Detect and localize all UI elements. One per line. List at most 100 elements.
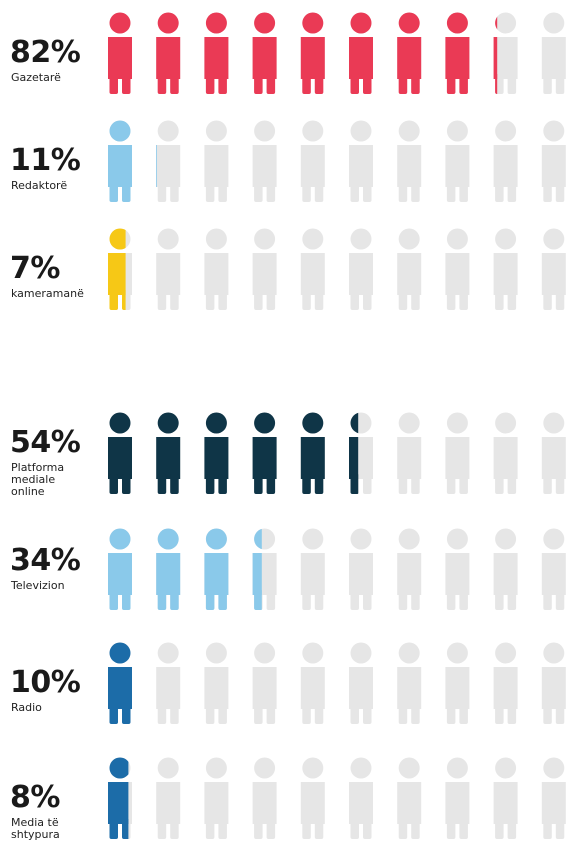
pictogram-icons: [108, 757, 566, 839]
value-label: 34%: [10, 543, 81, 578]
category-label: kameramanë: [11, 287, 84, 300]
person-icon: [300, 120, 325, 202]
person-icon: [493, 757, 518, 839]
person-icon: [300, 757, 325, 839]
person-icon: [445, 228, 470, 310]
person-icon: [541, 228, 566, 310]
person-icon: [349, 757, 373, 839]
person-icon: [108, 412, 132, 494]
pictogram-row: 82% Gazetarë: [0, 10, 568, 100]
person-icon-fill: [156, 12, 181, 94]
person-icon: [300, 12, 325, 94]
person-icon-fill: [108, 412, 132, 494]
person-icon: [108, 642, 132, 724]
pictogram-icons: [108, 528, 566, 610]
person-icon: [204, 412, 229, 494]
person-icon: [397, 642, 422, 724]
person-icon: [349, 120, 373, 202]
person-icon: [252, 120, 277, 202]
person-icon: [493, 12, 518, 94]
person-icon: [397, 528, 422, 610]
person-icon: [204, 757, 229, 839]
pictogram-icons: [108, 120, 566, 202]
person-icon: [252, 228, 277, 310]
person-icon: [541, 528, 566, 610]
value-label: 8%: [10, 780, 60, 815]
person-icon: [541, 12, 566, 94]
person-icon: [541, 120, 566, 202]
person-icon: [541, 412, 566, 494]
person-icon: [445, 12, 470, 94]
pictogram-icons: [108, 642, 566, 724]
person-icon: [108, 228, 132, 310]
person-icon: [300, 228, 325, 310]
person-icon-fill: [108, 757, 129, 839]
person-icon: [156, 120, 181, 202]
pictogram-row: 34% Televizion: [0, 526, 568, 616]
category-label: Radio: [11, 701, 42, 714]
person-icon: [493, 412, 518, 494]
person-icon: [541, 757, 566, 839]
value-label: 7%: [10, 251, 60, 286]
value-label: 82%: [10, 35, 81, 70]
category-label: Redaktorë: [11, 179, 68, 192]
person-icon-fill: [252, 412, 277, 494]
person-icon: [204, 12, 229, 94]
person-icon: [349, 412, 373, 494]
person-icon-fill: [108, 642, 132, 724]
pictogram-icons: [108, 412, 566, 494]
person-icon: [300, 528, 325, 610]
person-icon: [445, 120, 470, 202]
person-icon-fill: [156, 528, 181, 610]
category-label: Gazetarë: [11, 71, 61, 84]
person-icon: [108, 528, 132, 610]
person-icon-fill: [397, 12, 422, 94]
person-icon: [252, 528, 277, 610]
person-icon-fill: [252, 12, 277, 94]
person-icon-fill: [108, 120, 132, 202]
pictogram-row: 54% Platforma mediale online: [0, 410, 568, 500]
pictogram-row: 11% Redaktorë: [0, 118, 568, 208]
person-icon-fill: [300, 412, 325, 494]
value-label: 54%: [10, 425, 81, 460]
person-icon-fill: [349, 12, 373, 94]
person-icon: [445, 412, 470, 494]
person-icon: [349, 528, 373, 610]
person-icon-fill: [493, 16, 498, 94]
person-icon: [493, 120, 518, 202]
person-icon-fill: [156, 412, 181, 494]
value-label: 10%: [10, 665, 81, 700]
person-icon-fill: [204, 12, 229, 94]
person-icon-fill: [108, 12, 132, 94]
person-icon: [349, 642, 373, 724]
pictogram-row: 10% Radio: [0, 640, 568, 730]
person-icon: [204, 528, 229, 610]
person-icon: [349, 12, 373, 94]
person-icon-fill: [445, 12, 470, 94]
person-icon: [445, 642, 470, 724]
person-icon: [300, 412, 325, 494]
person-icon: [397, 228, 422, 310]
person-icon-fill: [204, 528, 229, 610]
person-icon: [493, 642, 518, 724]
person-icon: [397, 12, 422, 94]
category-label: Televizion: [11, 579, 65, 592]
person-icon: [204, 228, 229, 310]
person-icon: [493, 528, 518, 610]
person-icon: [156, 228, 181, 310]
person-icon-fill: [252, 528, 262, 610]
person-icon: [300, 642, 325, 724]
person-icon: [252, 12, 277, 94]
person-icon: [252, 757, 277, 839]
person-icon-fill: [204, 412, 229, 494]
person-icon-fill: [349, 412, 359, 494]
person-icon: [156, 412, 181, 494]
person-icon: [108, 757, 132, 839]
person-icon: [349, 228, 373, 310]
person-icon: [541, 642, 566, 724]
person-icon-fill: [156, 145, 157, 187]
pictogram-icons: [108, 228, 566, 310]
person-icon: [156, 642, 181, 724]
person-icon: [156, 757, 181, 839]
person-icon: [252, 642, 277, 724]
